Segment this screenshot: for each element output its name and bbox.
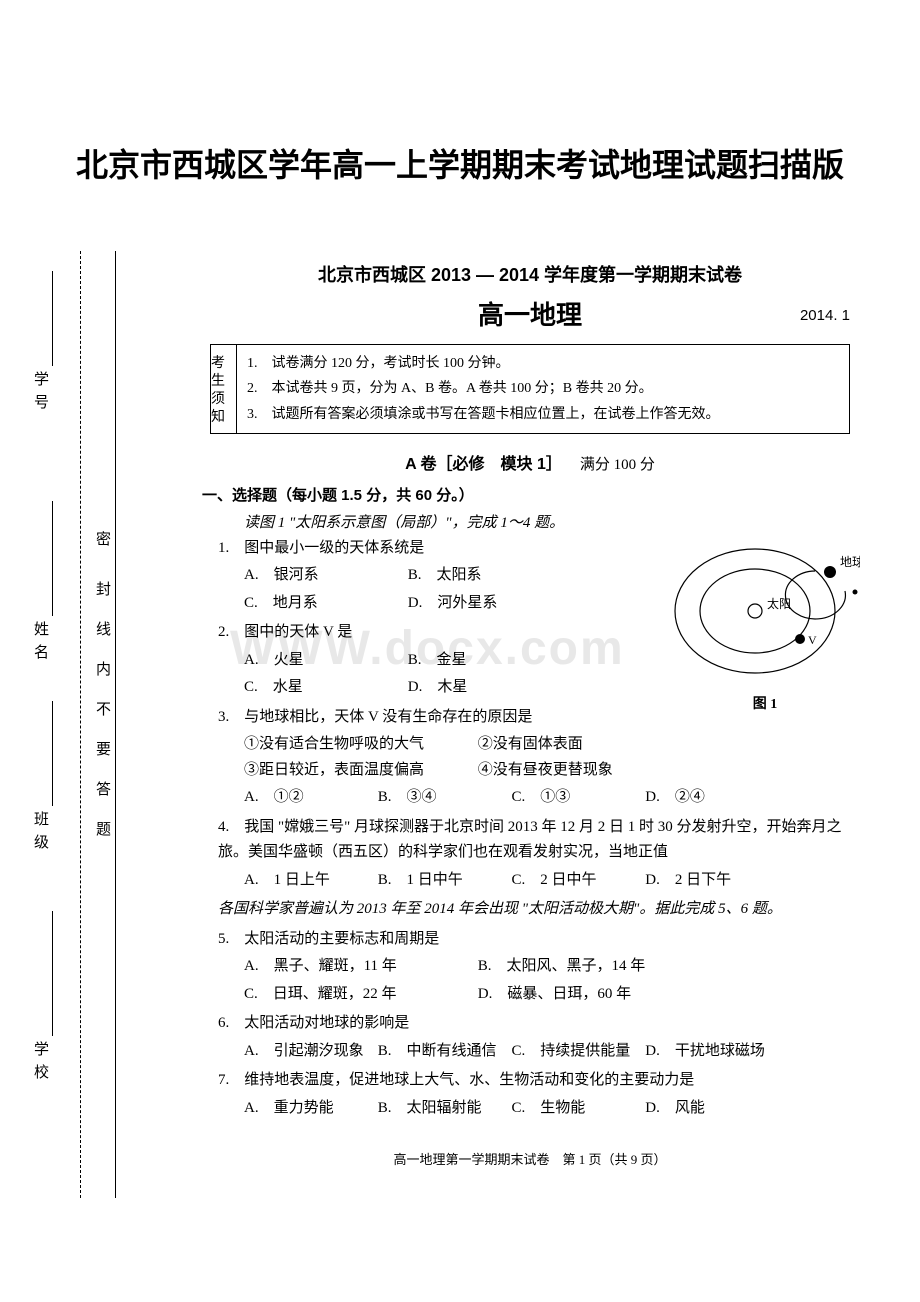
seal-text-6: 答 bbox=[92, 781, 113, 796]
solid-line bbox=[115, 251, 116, 1198]
exam-page: 学号 姓名 班级 学校 密 封 线 内 不 要 答 题 WWW.docx.com… bbox=[180, 251, 880, 1198]
sun-label: 太阳 bbox=[767, 596, 791, 611]
figure-1-caption: 图 1 bbox=[670, 693, 860, 713]
q7-opt-b: B. 太阳辐射能 bbox=[378, 1096, 508, 1122]
q6-opt-b: B. 中断有线通信 bbox=[378, 1039, 508, 1065]
q7-opt-c: C. 生物能 bbox=[512, 1096, 642, 1122]
q2-opt-d: D. 木星 bbox=[408, 675, 568, 701]
paper-score: 满分 100 分 bbox=[580, 457, 655, 473]
q6-opt-c: C. 持续提供能量 bbox=[512, 1039, 642, 1065]
v-label: V bbox=[808, 633, 817, 647]
question-5: 5. 太阳活动的主要标志和周期是 bbox=[218, 927, 870, 953]
q4-opt-d: D. 2 日下午 bbox=[645, 868, 775, 894]
exam-header: 北京市西城区 2013 — 2014 学年度第一学期期末试卷 bbox=[190, 261, 870, 287]
seal-text-5: 要 bbox=[92, 741, 113, 756]
field-banji: 班级 bbox=[30, 811, 51, 857]
q1-opt-a: A. 银河系 bbox=[244, 563, 404, 589]
q3-sub-1: ①没有适合生物呼吸的大气 bbox=[244, 732, 474, 758]
q2-opt-a: A. 火星 bbox=[244, 648, 404, 674]
q5-opt-d: D. 磁暴、日珥，60 年 bbox=[478, 982, 631, 1008]
question-6: 6. 太阳活动对地球的影响是 bbox=[218, 1011, 870, 1037]
q5-opt-a: A. 黑子、耀斑，11 年 bbox=[244, 954, 474, 980]
seal-text-7: 题 bbox=[92, 821, 113, 836]
seal-text-0: 密 bbox=[92, 531, 113, 546]
question-7: 7. 维持地表温度，促进地球上大气、水、生物活动和变化的主要动力是 bbox=[218, 1068, 870, 1094]
notice-side-text: 考生须知 bbox=[211, 353, 236, 426]
q3-opt-c: C. ①③ bbox=[512, 785, 642, 811]
earth-label: 地球 bbox=[840, 555, 860, 569]
exam-date: 2014. 1 bbox=[800, 307, 850, 324]
seal-text-4: 不 bbox=[92, 701, 113, 716]
field-line bbox=[52, 911, 53, 1036]
q4-opt-c: C. 2 日中午 bbox=[512, 868, 642, 894]
exam-subject-row: 高一地理 2014. 1 bbox=[190, 295, 870, 332]
notice-box: 考生须知 1. 试卷满分 120 分，考试时长 100 分钟。 2. 本试卷共 … bbox=[210, 344, 850, 434]
seal-text-2: 线 bbox=[92, 621, 113, 636]
paper-section: A 卷［必修 模块 1］ 满分 100 分 bbox=[190, 450, 870, 474]
paper-label: A 卷［必修 模块 1］ bbox=[405, 456, 562, 473]
q4-opt-b: B. 1 日中午 bbox=[378, 868, 508, 894]
notice-line: 1. 试卷满分 120 分，考试时长 100 分钟。 bbox=[247, 351, 839, 376]
q2-opt-b: B. 金星 bbox=[408, 648, 568, 674]
q2-opt-c: C. 水星 bbox=[244, 675, 404, 701]
q1-opt-c: C. 地月系 bbox=[244, 591, 404, 617]
binding-margin: 学号 姓名 班级 学校 密 封 线 内 不 要 答 题 bbox=[20, 251, 170, 1198]
page-footer: 高一地理第一学期期末试卷 第 1 页（共 9 页） bbox=[190, 1149, 870, 1188]
field-line bbox=[52, 271, 53, 366]
question-group-title: 一、选择题（每小题 1.5 分，共 60 分。） bbox=[202, 484, 870, 505]
exam-subject: 高一地理 bbox=[478, 300, 582, 330]
notice-line: 3. 试题所有答案必须填涂或书写在答题卡相应位置上，在试卷上作答无效。 bbox=[247, 402, 839, 427]
q3-opt-b: B. ③④ bbox=[378, 785, 508, 811]
field-line bbox=[52, 501, 53, 616]
notice-side-label: 考生须知 bbox=[211, 345, 237, 433]
q5-opt-c: C. 日珥、耀斑，22 年 bbox=[244, 982, 474, 1008]
page-title: 北京市西城区学年高一上学期期末考试地理试题扫描版 bbox=[0, 0, 920, 231]
q3-opt-d: D. ②④ bbox=[645, 785, 775, 811]
field-xuexiao: 学校 bbox=[30, 1041, 51, 1087]
q6-opt-d: D. 干扰地球磁场 bbox=[645, 1039, 775, 1065]
figure-1: 太阳 地球 V 图 1 bbox=[670, 536, 860, 713]
field-xingming: 姓名 bbox=[30, 621, 51, 667]
q6-opt-a: A. 引起潮汐现象 bbox=[244, 1039, 374, 1065]
dash-line bbox=[80, 251, 81, 1198]
figure-intro: 读图 1 "太阳系示意图（局部）"，完成 1～4 题。 bbox=[244, 511, 870, 532]
question-4: 4. 我国 "嫦娥三号" 月球探测器于北京时间 2013 年 12 月 2 日 … bbox=[218, 815, 870, 866]
field-xuehao: 学号 bbox=[30, 371, 51, 417]
q7-opt-d: D. 风能 bbox=[645, 1096, 775, 1122]
notice-line: 2. 本试卷共 9 页，分为 A、B 卷。A 卷共 100 分；B 卷共 20 … bbox=[247, 376, 839, 401]
seal-text-3: 内 bbox=[92, 661, 113, 676]
context-5-6: 各国科学家普遍认为 2013 年至 2014 年会出现 "太阳活动极大期"。据此… bbox=[218, 897, 870, 923]
q3-sub-2: ②没有固体表面 bbox=[478, 732, 708, 758]
q3-sub-3: ③距日较近，表面温度偏高 bbox=[244, 758, 474, 784]
q7-opt-a: A. 重力势能 bbox=[244, 1096, 374, 1122]
q3-sub-4: ④没有昼夜更替现象 bbox=[478, 758, 708, 784]
q1-opt-b: B. 太阳系 bbox=[408, 563, 568, 589]
field-line bbox=[52, 701, 53, 806]
q4-opt-a: A. 1 日上午 bbox=[244, 868, 374, 894]
q5-opt-b: B. 太阳风、黑子，14 年 bbox=[478, 954, 646, 980]
q3-opt-a: A. ①② bbox=[244, 785, 374, 811]
q1-opt-d: D. 河外星系 bbox=[408, 591, 568, 617]
notice-content: 1. 试卷满分 120 分，考试时长 100 分钟。 2. 本试卷共 9 页，分… bbox=[237, 345, 849, 433]
seal-text-1: 封 bbox=[92, 581, 113, 596]
